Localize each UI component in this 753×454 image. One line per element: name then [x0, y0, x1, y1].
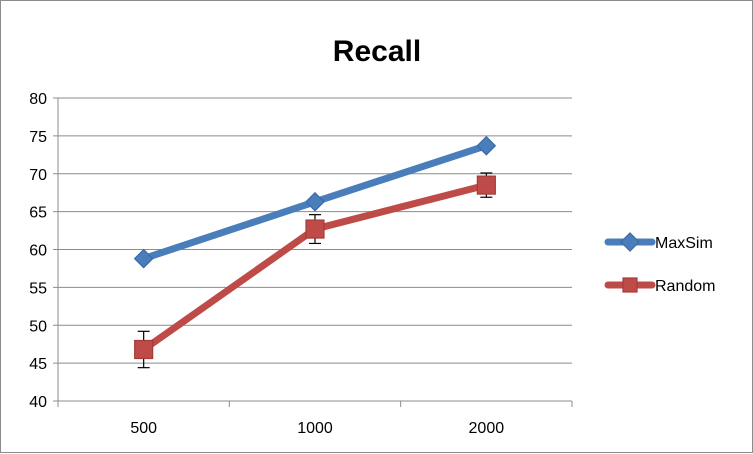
y-tick-label: 70: [29, 167, 47, 184]
data-point-maxsim: [476, 135, 497, 156]
y-tick-label: 60: [29, 243, 47, 260]
data-point-maxsim: [133, 248, 154, 269]
legend: MaxSim Random: [604, 232, 715, 295]
y-tick-label: 80: [29, 91, 47, 108]
legend-diamond-marker: [620, 232, 640, 252]
series-random: [134, 172, 496, 369]
y-tick-label: 50: [29, 318, 47, 335]
data-point-maxsim: [305, 191, 325, 212]
y-tick-label: 45: [29, 356, 47, 373]
x-tick-label: 500: [130, 420, 157, 437]
legend-label: Random: [655, 278, 715, 295]
legend-entry-random: Random: [604, 277, 715, 295]
y-tick-label: 55: [29, 280, 47, 297]
axes: 40 45 50 55 60 65 70 75 80 500 1000 2000: [29, 91, 573, 437]
x-tick-label: 1000: [297, 420, 333, 437]
series-maxsim: [133, 135, 497, 269]
x-tick-label: 2000: [469, 420, 505, 437]
data-point-random: [305, 219, 325, 239]
series-layer: [133, 135, 497, 369]
data-point-random: [476, 175, 496, 195]
y-tick-label: 40: [29, 394, 47, 411]
legend-label: MaxSim: [655, 235, 713, 252]
legend-square-marker: [622, 277, 638, 293]
data-point-random: [134, 339, 154, 360]
chart-title: Recall: [333, 35, 421, 68]
y-tick-label: 75: [29, 129, 47, 146]
y-tick-label: 65: [29, 205, 47, 222]
legend-entry-maxsim: MaxSim: [604, 232, 713, 252]
